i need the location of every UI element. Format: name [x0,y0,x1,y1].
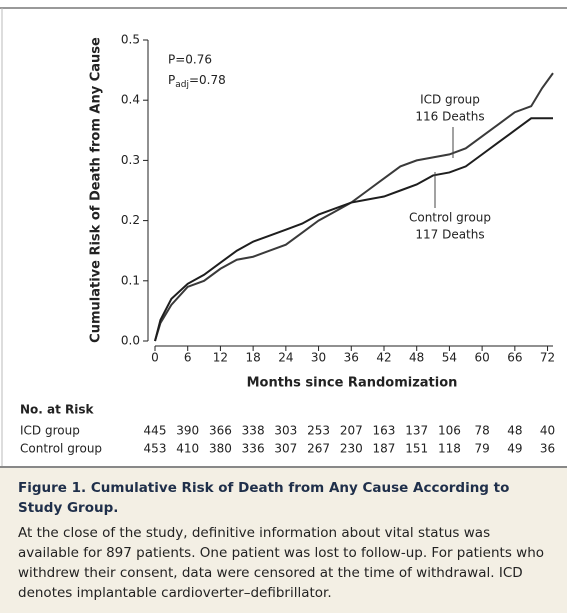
risk-count: 48 [507,424,522,438]
caption-heading: Cumulative Risk of Death from Any Cause … [18,480,510,516]
chart: Cumulative Risk of Death from Any Cause … [0,7,567,466]
x-tick-label: 30 [311,351,326,365]
risk-count: 207 [340,424,363,438]
risk-count: 151 [405,442,428,456]
risk-count: 79 [474,442,489,456]
risk-count: 40 [540,424,555,438]
risk-count: 380 [209,442,232,456]
x-tick-label: 0 [151,351,159,365]
x-axis-title: Months since Randomization [247,376,458,391]
series-line [154,117,553,342]
series-line [154,72,554,342]
p-adj: Padj=0.78 [168,73,226,90]
series-label: ICD group [420,93,480,107]
risk-count: 253 [307,424,330,438]
x-tick-label: 72 [540,351,555,365]
x-tick-label: 66 [507,351,522,365]
risk-count: 118 [438,442,461,456]
y-tick-label: 0.5 [121,33,140,47]
risk-count: 445 [144,424,167,438]
risk-count: 410 [176,442,199,456]
p-adj-value: =0.78 [189,73,226,87]
risk-count: 390 [176,424,199,438]
risk-count: 267 [307,442,330,456]
risk-count: 336 [242,442,265,456]
y-tick-label: 0.2 [121,213,140,227]
y-tick-label: 0.3 [121,153,140,167]
p-adj-symbol: P [168,73,175,87]
risk-count: 187 [373,442,396,456]
x-tick-label: 54 [442,351,457,365]
risk-row-label: Control group [20,442,102,456]
x-tick-label: 24 [278,351,293,365]
risk-count: 106 [438,424,461,438]
x-tick-label: 12 [213,351,228,365]
risk-count: 338 [242,424,265,438]
risk-count: 49 [507,442,522,456]
y-tick-label: 0.0 [121,334,140,348]
risk-count: 307 [274,442,297,456]
x-tick-label: 60 [474,351,489,365]
risk-count: 230 [340,442,363,456]
risk-count: 163 [373,424,396,438]
y-tick-label: 0.4 [121,93,140,107]
x-tick-label: 6 [184,351,192,365]
figure-number: Figure 1. [18,480,87,496]
x-tick-label: 48 [409,351,424,365]
series-deaths: 117 Deaths [415,228,484,242]
x-tick-label: 36 [344,351,359,365]
series-deaths: 116 Deaths [415,110,484,124]
x-tick-label: 42 [376,351,391,365]
p-adj-subscript: adj [175,80,189,90]
risk-count: 366 [209,424,232,438]
risk-count: 137 [405,424,428,438]
risk-count: 303 [274,424,297,438]
risk-count: 36 [540,442,555,456]
caption-title: Figure 1. Cumulative Risk of Death from … [18,478,553,518]
risk-title: No. at Risk [20,403,95,417]
caption-body: At the close of the study, definitive in… [18,525,545,601]
x-tick-label: 18 [245,351,260,365]
y-tick-label: 0.1 [121,273,140,287]
p-value: P=0.76 [168,53,212,67]
risk-count: 78 [474,424,489,438]
y-axis-title: Cumulative Risk of Death from Any Cause [89,37,104,343]
series-label: Control group [409,211,491,225]
risk-row-label: ICD group [20,424,80,438]
caption: Figure 1. Cumulative Risk of Death from … [0,466,567,613]
risk-count: 453 [144,442,167,456]
